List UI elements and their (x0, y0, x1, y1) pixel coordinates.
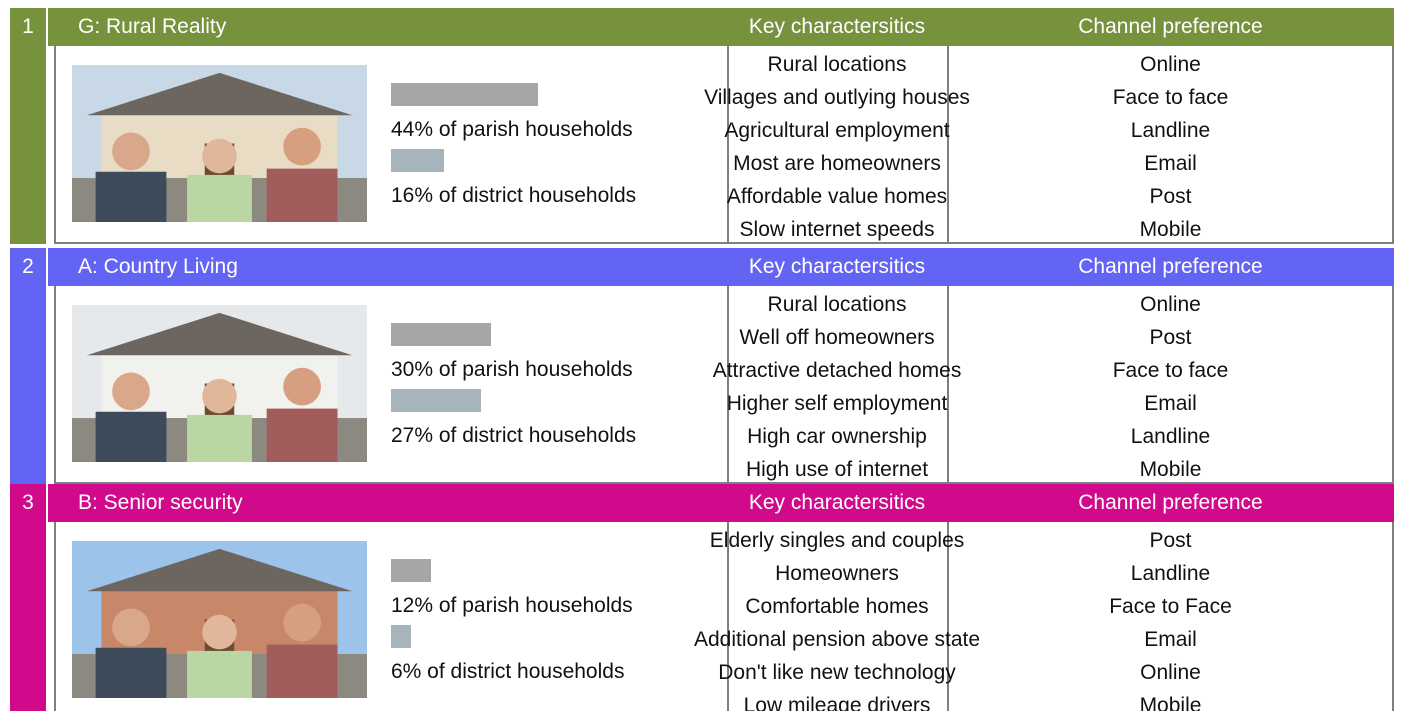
channel: Online (947, 48, 1394, 81)
rank: 2 (10, 248, 46, 286)
channel: Post (947, 180, 1394, 213)
channel: Post (947, 321, 1394, 354)
photo (72, 305, 367, 462)
characteristic: Attractive detached homes (727, 354, 947, 387)
characteristic: Low mileage drivers (727, 689, 947, 711)
characteristic: Most are homeowners (727, 147, 947, 180)
channel: Email (947, 623, 1394, 656)
characteristic: Agricultural employment (727, 114, 947, 147)
district-label: 27% of district households (391, 420, 636, 452)
characteristic: Villages and outlying houses (727, 81, 947, 114)
channel: Mobile (947, 689, 1394, 711)
characteristic: Homeowners (727, 557, 947, 590)
channel-heading: Channel preference (947, 484, 1394, 522)
rank: 1 (10, 8, 46, 46)
parish-label: 44% of parish households (391, 114, 633, 146)
parish-bar (391, 559, 431, 582)
characteristic: High car ownership (727, 420, 947, 453)
parish-bar (391, 83, 538, 106)
parish-label: 12% of parish households (391, 590, 633, 622)
channel: Face to Face (947, 590, 1394, 623)
characteristic: Affordable value homes (727, 180, 947, 213)
photo (72, 65, 367, 222)
channel: Online (947, 656, 1394, 689)
parish-label: 30% of parish households (391, 354, 633, 386)
key-heading: Key charactersitics (727, 248, 947, 286)
segment-name: G: Rural Reality (78, 8, 226, 46)
channel-heading: Channel preference (947, 8, 1394, 46)
segment-name: A: Country Living (78, 248, 238, 286)
characteristic: Don't like new technology (727, 656, 947, 689)
characteristic: Elderly singles and couples (727, 524, 947, 557)
district-bar (391, 149, 444, 172)
characteristic: Rural locations (727, 48, 947, 81)
characteristic: Well off homeowners (727, 321, 947, 354)
characteristic: Higher self employment (727, 387, 947, 420)
channel: Email (947, 387, 1394, 420)
district-label: 6% of district households (391, 656, 624, 688)
channel: Online (947, 288, 1394, 321)
district-bar (391, 625, 411, 648)
characteristic: Comfortable homes (727, 590, 947, 623)
channel: Landline (947, 557, 1394, 590)
channel-heading: Channel preference (947, 248, 1394, 286)
channel: Mobile (947, 213, 1394, 246)
segment-table: 1G: Rural RealityKey charactersiticsChan… (0, 0, 1416, 711)
key-heading: Key charactersitics (727, 484, 947, 522)
rank: 3 (10, 484, 46, 522)
channel: Landline (947, 420, 1394, 453)
channel: Email (947, 147, 1394, 180)
channel: Post (947, 524, 1394, 557)
segment-name: B: Senior security (78, 484, 243, 522)
characteristic: High use of internet (727, 453, 947, 486)
parish-bar (391, 323, 491, 346)
photo (72, 541, 367, 698)
characteristic: Rural locations (727, 288, 947, 321)
district-bar (391, 389, 481, 412)
channel: Mobile (947, 453, 1394, 486)
characteristic: Slow internet speeds (727, 213, 947, 246)
channel: Landline (947, 114, 1394, 147)
district-label: 16% of district households (391, 180, 636, 212)
channel: Face to face (947, 354, 1394, 387)
characteristic: Additional pension above state (727, 623, 947, 656)
key-heading: Key charactersitics (727, 8, 947, 46)
channel: Face to face (947, 81, 1394, 114)
